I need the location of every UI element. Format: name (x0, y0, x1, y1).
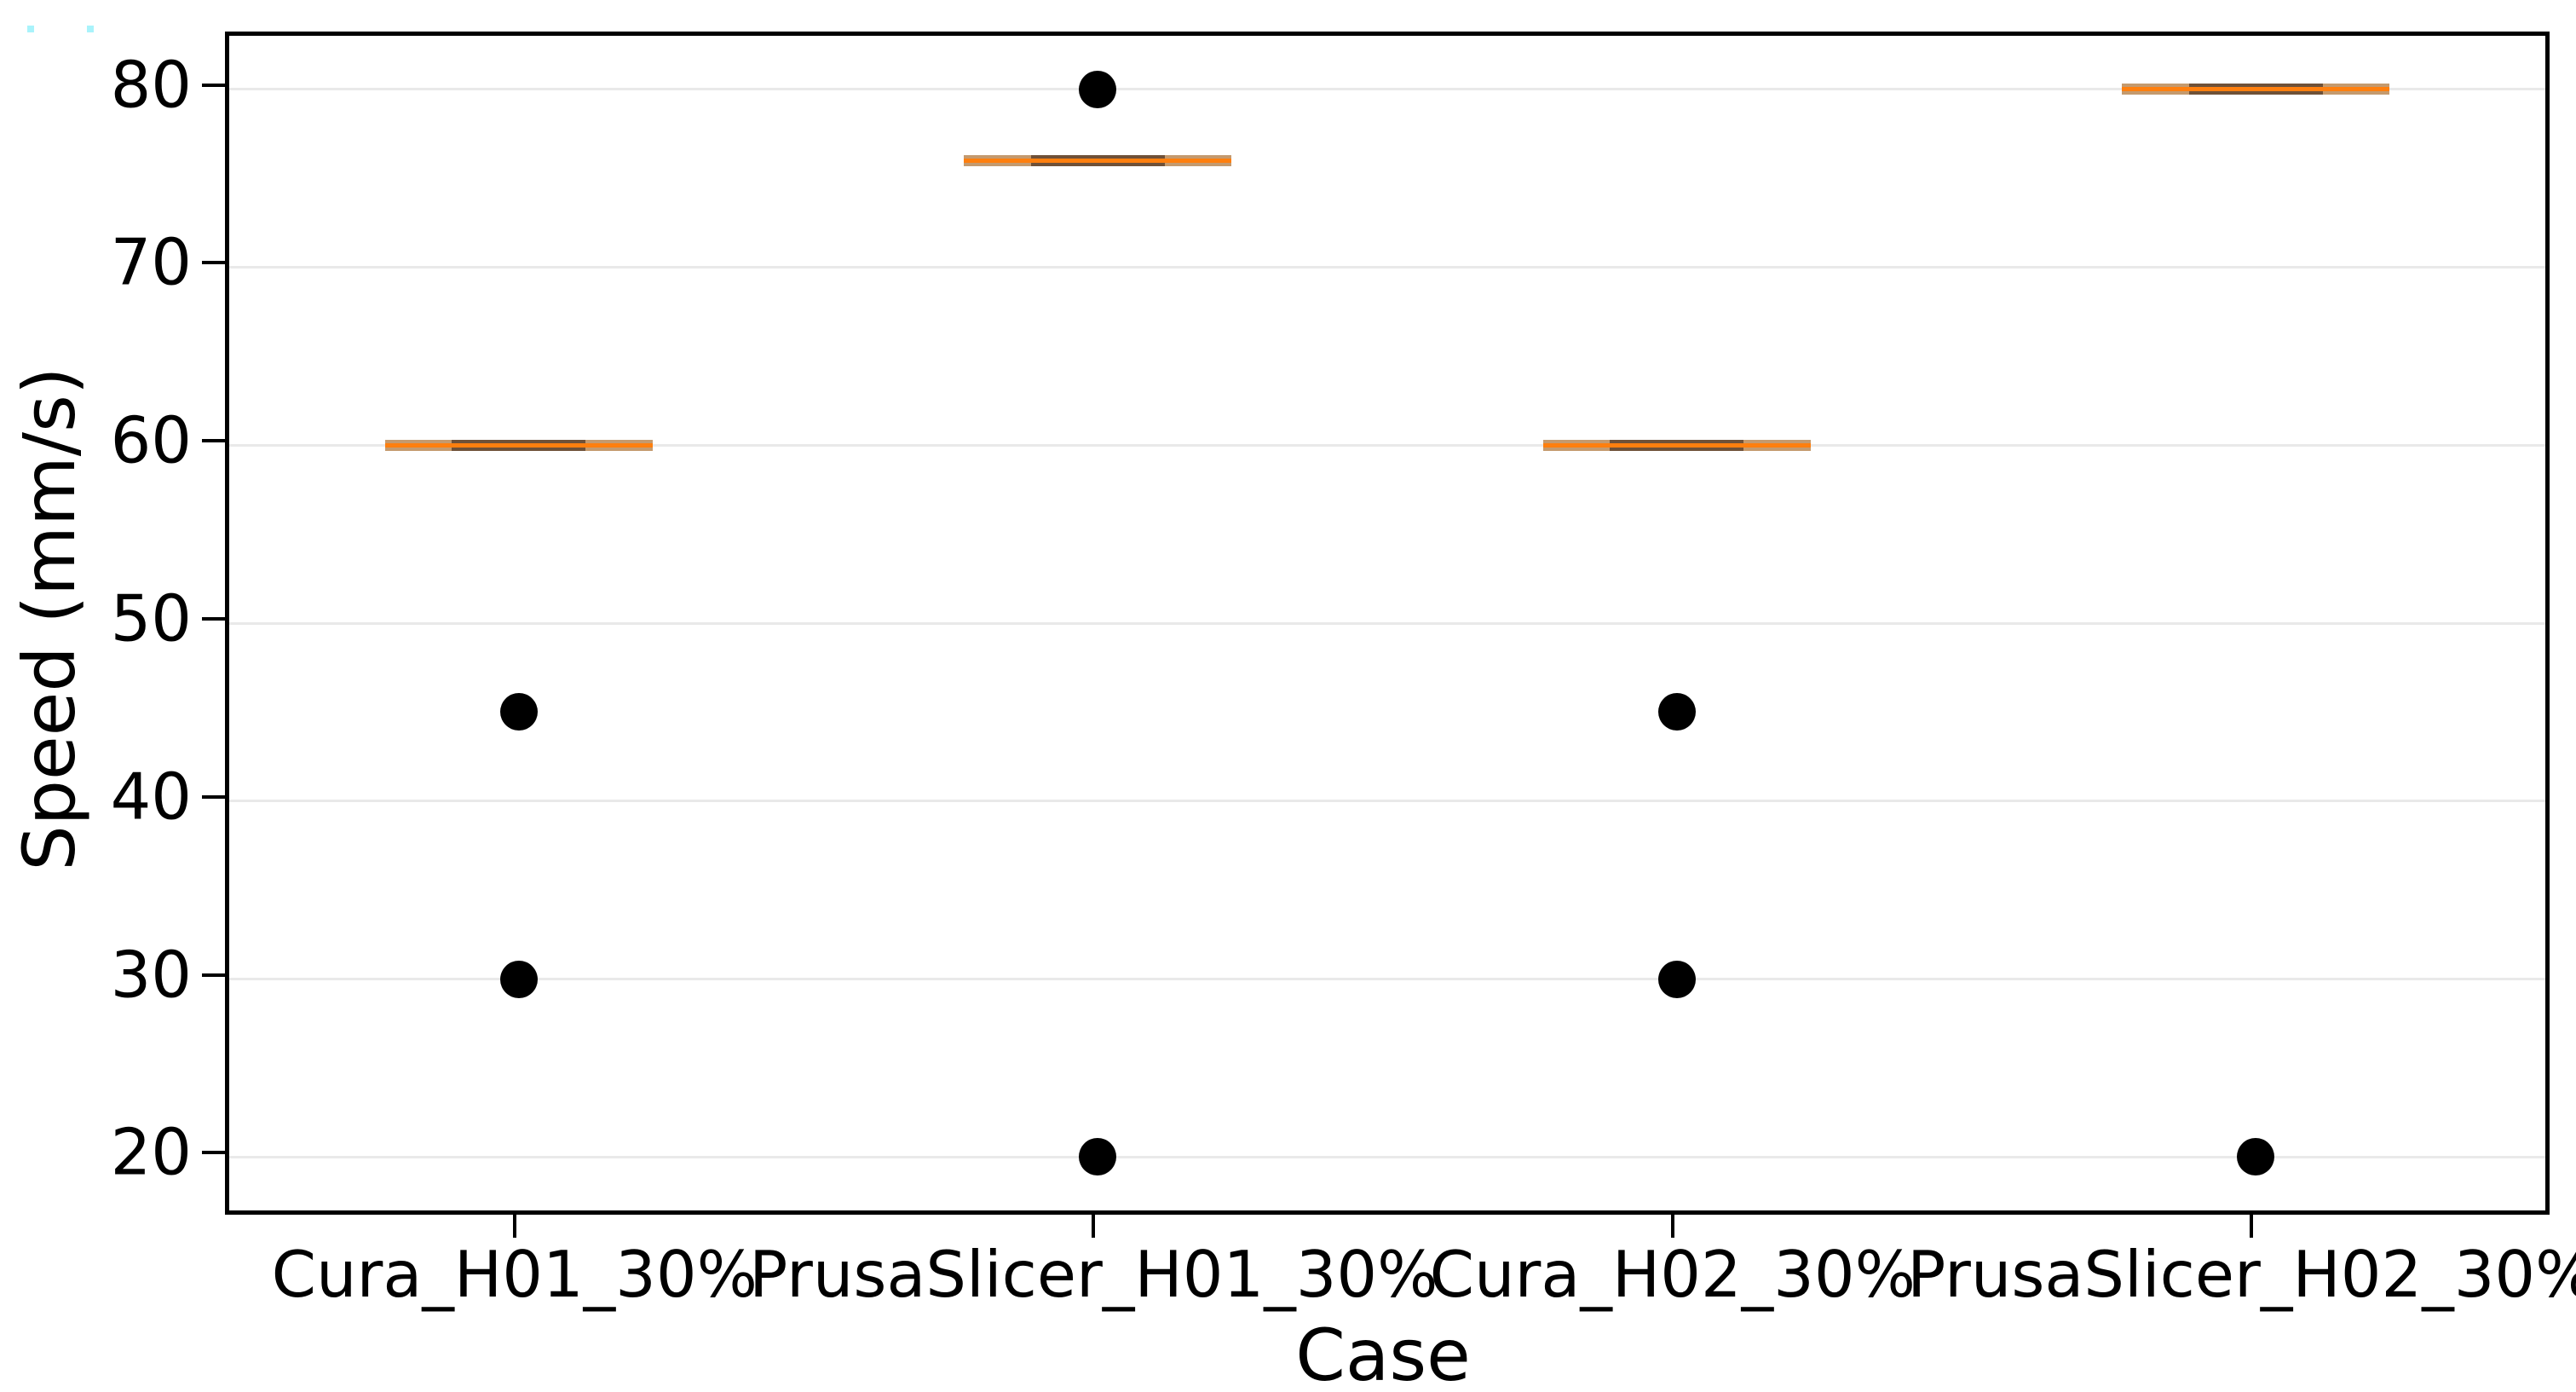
flier-PrusaSlicer_H01_30%-80 (1079, 70, 1117, 108)
gridline-y-30 (229, 978, 2545, 981)
y-tick-50 (202, 617, 225, 621)
y-tick-label-80: 80 (110, 47, 192, 123)
box-PrusaSlicer_H02_30% (2122, 84, 2390, 95)
y-tick-20 (202, 1151, 225, 1155)
gridline-y-50 (229, 621, 2545, 625)
y-tick-label-50: 50 (110, 580, 192, 656)
y-axis-label: Speed (mm/s) (8, 367, 91, 871)
flier-Cura_H02_30%-30 (1657, 960, 1696, 998)
x-tick-label-PrusaSlicer_H02_30%: PrusaSlicer_H02_30% (1907, 1237, 2576, 1312)
gridline-y-70 (229, 265, 2545, 269)
flier-PrusaSlicer_H02_30%-20 (2237, 1138, 2275, 1176)
x-tick-PrusaSlicer_H01_30% (1092, 1215, 1096, 1238)
y-tick-label-60: 60 (110, 402, 192, 478)
box-median-line (1542, 442, 1811, 448)
flier-PrusaSlicer_H01_30%-20 (1079, 1138, 1117, 1176)
y-tick-label-20: 20 (110, 1114, 192, 1190)
y-tick-label-70: 70 (110, 224, 192, 300)
y-tick-40 (202, 794, 225, 799)
x-tick-label-Cura_H01_30%: Cura_H01_30% (271, 1237, 758, 1312)
box-Cura_H01_30% (384, 439, 653, 451)
x-tick-Cura_H01_30% (512, 1215, 516, 1238)
gridline-y-80 (229, 88, 2545, 91)
x-tick-label-PrusaSlicer_H01_30%: PrusaSlicer_H01_30% (749, 1237, 1438, 1312)
x-tick-PrusaSlicer_H02_30% (2250, 1215, 2254, 1238)
y-tick-70 (202, 261, 225, 265)
box-Cura_H02_30% (1542, 439, 1811, 451)
flier-Cura_H01_30%-30 (499, 960, 538, 998)
y-tick-80 (202, 83, 225, 87)
flier-Cura_H01_30%-45 (499, 693, 538, 731)
y-tick-30 (202, 973, 225, 977)
y-tick-60 (202, 439, 225, 443)
x-tick-Cura_H02_30% (1670, 1215, 1674, 1238)
artifact-speck-1 (27, 26, 34, 32)
plot-area (225, 32, 2550, 1215)
x-axis-label: Case (1295, 1314, 1471, 1392)
y-tick-label-30: 30 (110, 937, 192, 1013)
x-tick-label-Cura_H02_30%: Cura_H02_30% (1429, 1237, 1916, 1312)
y-tick-label-40: 40 (110, 759, 192, 835)
box-median-line (384, 442, 653, 448)
gridline-y-20 (229, 1155, 2545, 1158)
box-median-line (2122, 87, 2390, 92)
gridline-y-40 (229, 800, 2545, 803)
artifact-speck-2 (87, 26, 94, 32)
box-median-line (964, 158, 1232, 163)
flier-Cura_H02_30%-45 (1657, 693, 1696, 731)
box-PrusaSlicer_H01_30% (964, 154, 1232, 166)
gridline-y-60 (229, 443, 2545, 447)
